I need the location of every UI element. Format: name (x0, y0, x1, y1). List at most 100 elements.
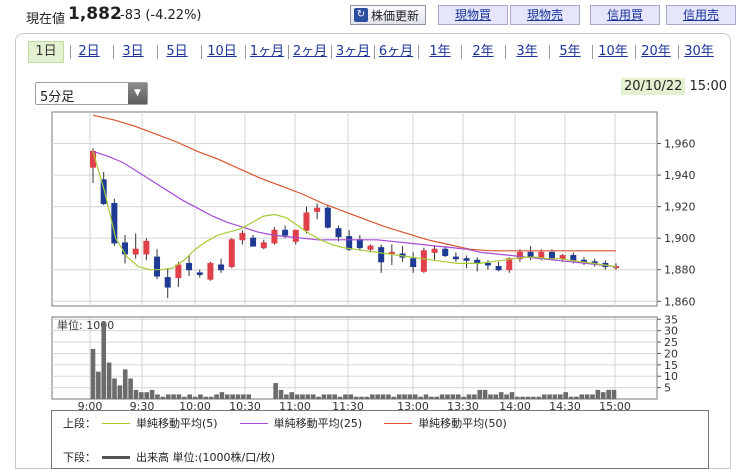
tab-separator (245, 45, 246, 59)
tab-5y[interactable]: 5年 (559, 44, 581, 59)
volume-bar (595, 389, 601, 399)
volume-unit-label: 単位: 1000 (57, 318, 114, 332)
x-tick-label: 14:00 (499, 400, 531, 413)
tab-1m[interactable]: 1ヶ月 (249, 44, 285, 59)
volume-bar (520, 396, 525, 399)
tab-1y[interactable]: 1年 (429, 44, 451, 59)
tab-2d[interactable]: 2日 (78, 44, 100, 59)
volume-bar (348, 394, 354, 399)
volume-bar (466, 394, 472, 399)
volume-bar (450, 394, 456, 399)
volume-bar (139, 392, 144, 399)
volume-bar (493, 394, 499, 399)
candle-up (303, 212, 310, 231)
price-value: 1,882 (68, 4, 122, 24)
tab-separator (331, 45, 332, 59)
volume-bar (90, 348, 96, 399)
tab-3d[interactable]: 3日 (122, 44, 144, 59)
legend-ma25: 単純移動平均(25) (273, 417, 363, 430)
candle-up (175, 264, 182, 279)
legend-volume: 出来高 単位:(1000株/口/枚) (136, 451, 276, 464)
volume-bar (343, 394, 348, 399)
tab-10d[interactable]: 10日 (207, 44, 237, 59)
ma50-line (92, 114, 616, 252)
volume-y-tick-label: 5 (664, 382, 671, 395)
volume-bar (112, 378, 117, 399)
volume-bar (149, 389, 155, 399)
volume-bar (187, 394, 192, 399)
update-price-button[interactable]: ↻ 株価更新 (350, 5, 426, 25)
tab-20y[interactable]: 20年 (641, 44, 671, 59)
header-bar: 現在値 1,882 -83 (-4.22%) ↻ 株価更新 現物買 現物売 信用… (0, 0, 746, 34)
x-tick-label: 10:00 (179, 400, 211, 413)
margin-buy-button[interactable]: 信用買 (590, 5, 660, 25)
update-price-label: 株価更新 (371, 8, 420, 23)
tab-5d[interactable]: 5日 (166, 44, 188, 59)
candle-down (570, 255, 577, 261)
legend-volume-swatch (102, 455, 130, 459)
volume-bar (418, 396, 423, 399)
candle-down (495, 266, 502, 271)
volume-bar (289, 392, 295, 399)
tab-30y[interactable]: 30年 (684, 44, 714, 59)
volume-bar (600, 392, 606, 399)
legend-lower-label: 下段： (63, 451, 96, 464)
interval-select-value: 5分足 (40, 90, 75, 105)
legend-upper-row: 上段： 単純移動平均(5) 単純移動平均(25) 単純移動平均(50) (63, 415, 507, 431)
tab-1d[interactable]: 1日 (28, 41, 64, 63)
volume-bar (106, 362, 112, 399)
volume-bar (557, 394, 563, 399)
candle-up (239, 232, 246, 241)
candle-up (506, 258, 513, 271)
volume-bar (155, 394, 160, 399)
volume-bar (525, 396, 531, 399)
volume-bar (337, 396, 343, 399)
tab-separator (678, 45, 679, 59)
tab-separator (418, 45, 419, 59)
volume-bar (396, 394, 402, 399)
x-tick-label: 10:30 (229, 400, 261, 413)
cash-sell-button[interactable]: 現物売 (510, 5, 580, 25)
volume-bar (380, 394, 386, 399)
volume-bar (412, 394, 418, 399)
tab-separator (549, 45, 550, 59)
volume-bar (198, 394, 203, 399)
tab-2y[interactable]: 2年 (472, 44, 494, 59)
volume-bar (353, 396, 359, 399)
volume-bar (182, 396, 187, 399)
volume-plot-area (51, 316, 658, 400)
tab-3m[interactable]: 3ヶ月 (335, 44, 371, 59)
volume-bar (434, 396, 440, 399)
volume-bar (429, 396, 434, 399)
candle-down (186, 262, 193, 271)
candle-up (143, 240, 150, 255)
margin-sell-button[interactable]: 信用売 (666, 5, 736, 25)
legend-ma25-swatch (239, 422, 268, 424)
tab-6m[interactable]: 6ヶ月 (378, 44, 414, 59)
volume-bar (117, 385, 123, 399)
volume-bar (482, 389, 488, 399)
candle-down (122, 242, 129, 255)
tab-3y[interactable]: 3年 (516, 44, 538, 59)
chart-legend: 上段： 単純移動平均(5) 単純移動平均(25) 単純移動平均(50) 下段： … (51, 410, 709, 469)
candle-down (484, 262, 491, 266)
volume-bar (128, 378, 133, 399)
y-tick-label: 1,900 (664, 232, 696, 245)
tab-10y[interactable]: 10年 (598, 44, 628, 59)
volume-bar (568, 396, 574, 399)
tab-separator (635, 45, 636, 59)
volume-bar (300, 394, 305, 399)
y-tick-label: 1,960 (664, 138, 696, 151)
volume-bar (445, 394, 450, 399)
volume-bar (214, 394, 219, 399)
candle-down (335, 228, 342, 238)
interval-select[interactable]: 5分足 ▼ (35, 82, 148, 105)
price-change: -83 (-4.22%) (120, 8, 202, 23)
chart-time: 15:00 (689, 79, 727, 94)
cash-buy-button[interactable]: 現物買 (438, 5, 508, 25)
tab-2m[interactable]: 2ヶ月 (292, 44, 328, 59)
chevron-down-icon[interactable]: ▼ (128, 83, 147, 104)
volume-bar (536, 396, 542, 399)
x-tick-label: 11:30 (332, 400, 364, 413)
legend-ma5: 単純移動平均(5) (136, 417, 218, 430)
